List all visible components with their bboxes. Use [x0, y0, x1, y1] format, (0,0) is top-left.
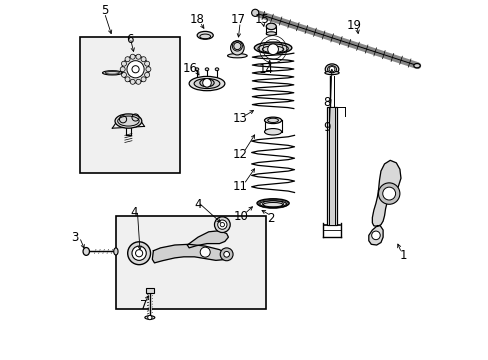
Polygon shape: [152, 244, 228, 263]
Text: 7: 7: [140, 299, 147, 312]
Text: 13: 13: [232, 112, 247, 125]
Circle shape: [125, 57, 130, 62]
Text: 15: 15: [254, 13, 268, 27]
Circle shape: [220, 248, 233, 261]
Text: 6: 6: [125, 33, 133, 46]
Ellipse shape: [144, 316, 155, 319]
Ellipse shape: [197, 31, 213, 39]
Text: 9: 9: [323, 121, 330, 134]
Bar: [116, 216, 265, 309]
Circle shape: [328, 66, 334, 72]
Circle shape: [136, 54, 141, 59]
Polygon shape: [187, 231, 228, 248]
Ellipse shape: [257, 44, 287, 53]
Bar: [326, 107, 337, 225]
Ellipse shape: [200, 79, 214, 87]
Ellipse shape: [325, 64, 338, 75]
Ellipse shape: [115, 114, 142, 128]
Circle shape: [145, 67, 151, 72]
Circle shape: [144, 61, 149, 66]
Ellipse shape: [102, 71, 122, 75]
Circle shape: [224, 251, 229, 257]
Ellipse shape: [194, 78, 220, 89]
Bar: [145, 288, 154, 293]
Ellipse shape: [259, 201, 286, 207]
Text: 17: 17: [230, 13, 245, 27]
Text: 18: 18: [189, 13, 204, 27]
Ellipse shape: [83, 248, 89, 255]
Ellipse shape: [195, 68, 198, 71]
Text: 14: 14: [259, 63, 274, 76]
Circle shape: [378, 183, 399, 204]
Ellipse shape: [205, 68, 208, 71]
Ellipse shape: [114, 248, 118, 255]
Circle shape: [144, 72, 149, 77]
Ellipse shape: [413, 64, 419, 68]
Circle shape: [120, 67, 125, 72]
Circle shape: [214, 217, 230, 233]
Ellipse shape: [215, 68, 218, 71]
Circle shape: [147, 315, 152, 320]
Text: 1: 1: [399, 248, 407, 261]
Circle shape: [371, 231, 380, 240]
Text: 12: 12: [232, 148, 247, 161]
Bar: [80, 37, 180, 173]
Polygon shape: [368, 226, 382, 245]
Ellipse shape: [264, 117, 281, 123]
Text: 4: 4: [130, 206, 138, 219]
Ellipse shape: [263, 203, 283, 207]
Text: 3: 3: [71, 231, 79, 244]
Text: 8: 8: [323, 96, 330, 109]
Ellipse shape: [227, 54, 246, 58]
Circle shape: [122, 56, 149, 83]
Circle shape: [251, 9, 258, 17]
Circle shape: [217, 220, 226, 229]
Text: 19: 19: [346, 19, 361, 32]
Ellipse shape: [257, 199, 288, 208]
Circle shape: [121, 61, 126, 66]
Ellipse shape: [189, 76, 224, 91]
Circle shape: [200, 247, 210, 257]
Ellipse shape: [264, 129, 281, 135]
Ellipse shape: [230, 41, 244, 55]
Circle shape: [141, 57, 146, 62]
Circle shape: [141, 77, 146, 82]
Circle shape: [203, 78, 211, 87]
Ellipse shape: [266, 23, 276, 30]
Circle shape: [132, 246, 146, 260]
Circle shape: [267, 44, 278, 55]
Polygon shape: [372, 160, 400, 226]
Text: 4: 4: [194, 198, 202, 211]
Circle shape: [136, 79, 141, 84]
Circle shape: [125, 77, 130, 82]
Ellipse shape: [324, 71, 339, 75]
Ellipse shape: [254, 42, 291, 54]
Circle shape: [121, 72, 126, 77]
Circle shape: [130, 79, 135, 84]
Text: 11: 11: [232, 180, 247, 193]
Ellipse shape: [262, 46, 283, 53]
Text: 16: 16: [183, 62, 197, 75]
Text: 2: 2: [267, 212, 274, 225]
Ellipse shape: [266, 32, 276, 35]
Circle shape: [382, 187, 395, 200]
Ellipse shape: [327, 66, 336, 73]
Circle shape: [127, 242, 150, 265]
Text: 10: 10: [233, 210, 248, 223]
Text: 5: 5: [101, 4, 108, 17]
Circle shape: [127, 61, 144, 78]
Bar: [328, 107, 335, 225]
Circle shape: [130, 54, 135, 59]
